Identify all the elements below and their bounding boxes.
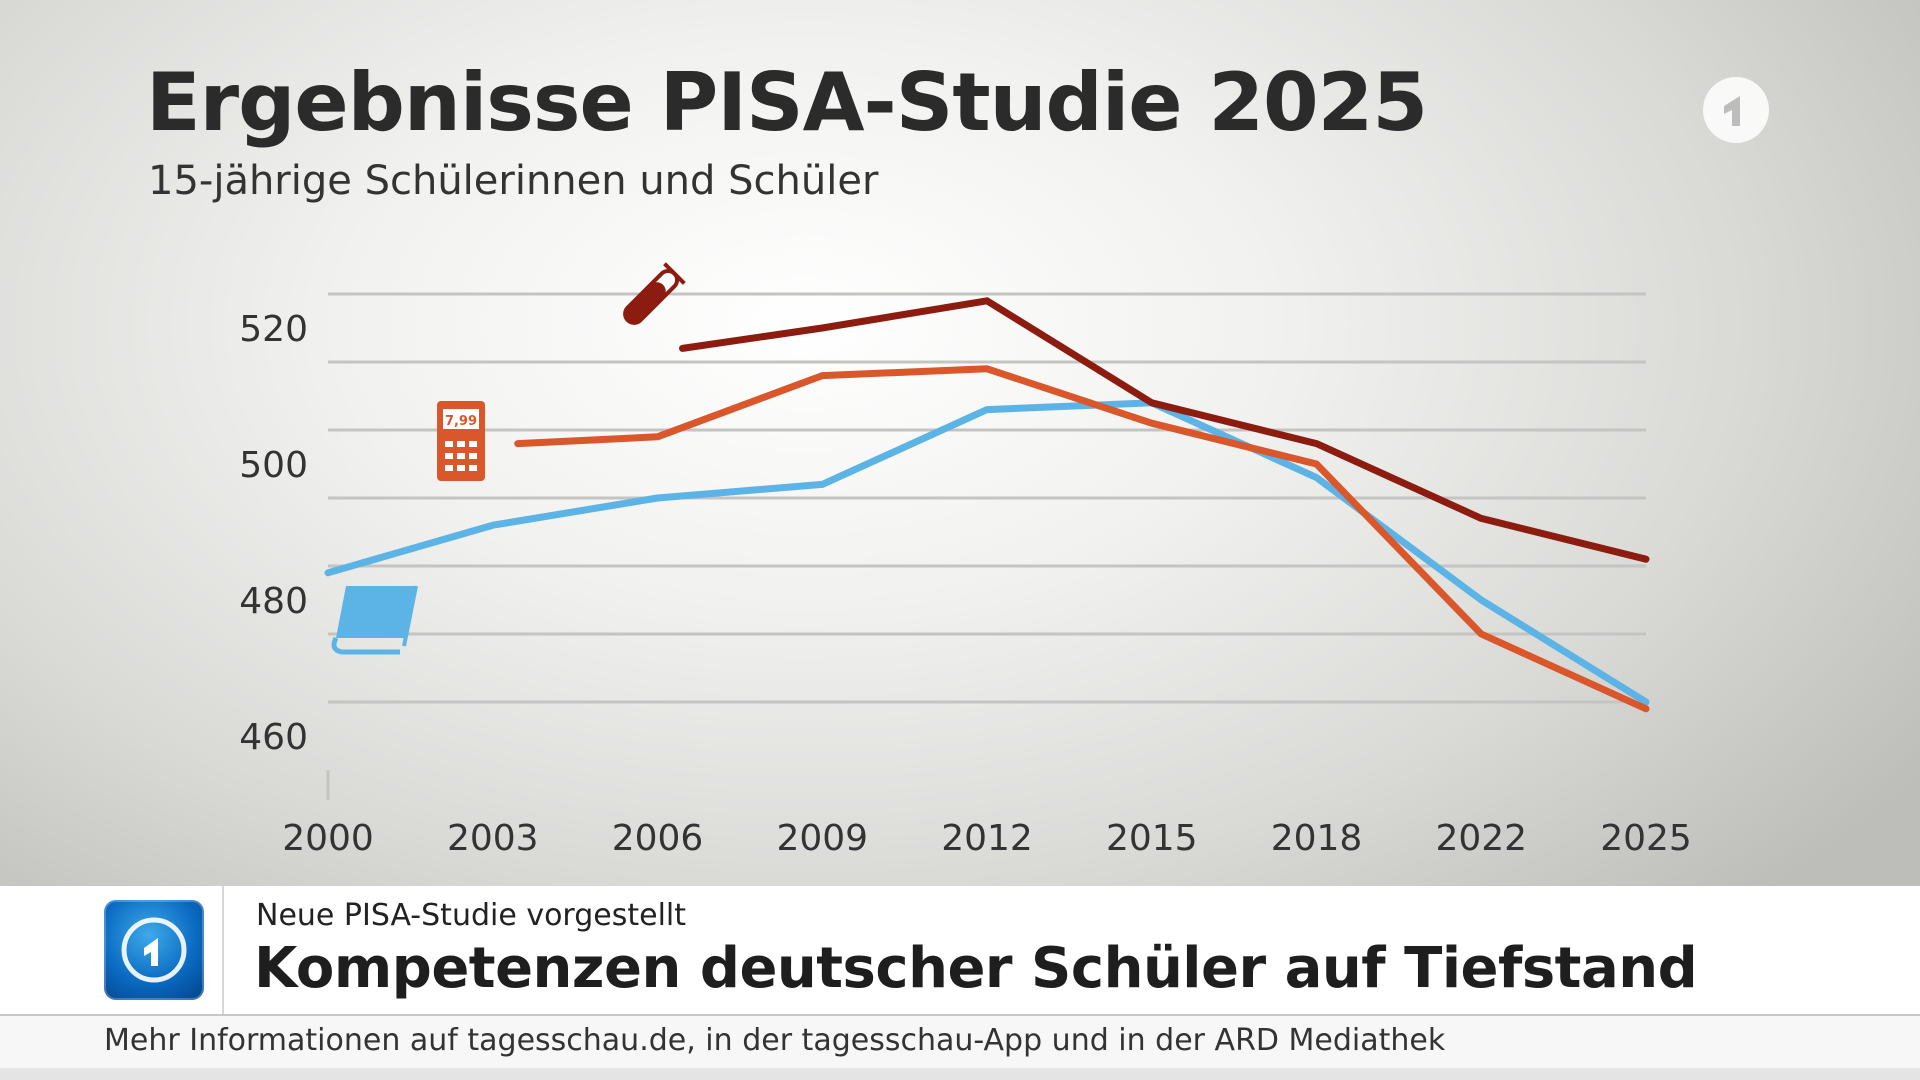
lower-third: Neue PISA-Studie vorgestellt Kompetenzen…: [0, 886, 1920, 1080]
book-icon: [331, 585, 418, 655]
chart-subtitle: 15-jährige Schülerinnen und Schüler: [148, 158, 879, 204]
x-tick-label: 2000: [282, 818, 374, 859]
test-tube-icon: [623, 262, 686, 325]
x-tick-label: 2012: [941, 818, 1033, 859]
series-line: [514, 365, 1650, 713]
lower-third-main: [0, 886, 1920, 1014]
x-tick-label: 2015: [1106, 818, 1198, 859]
ticker-divider: [0, 1014, 1920, 1016]
ard-logo-icon: [1703, 77, 1769, 143]
axis-layer: 460 480 500 520 2000 2003 2006 2009 2012 2015 2018…: [239, 309, 1692, 859]
chart-title: Ergebnisse PISA-Studie 2025: [146, 56, 1428, 149]
x-tick-label: 2022: [1435, 818, 1527, 859]
calculator-display-text: 7,99: [445, 414, 477, 429]
bottom-bar: [0, 1068, 1920, 1080]
y-tick-label: 520: [239, 309, 308, 350]
series-layer: [324, 297, 1650, 713]
tagesschau-logo-icon: [104, 900, 204, 1000]
x-tick-label: 2003: [447, 818, 539, 859]
calculator-icon: 7,99: [437, 401, 485, 481]
y-tick-label: 500: [239, 445, 308, 486]
x-tick-label: 2009: [776, 818, 868, 859]
x-tick-label: 2006: [612, 818, 704, 859]
grid-layer: [328, 292, 1646, 704]
series-line: [679, 297, 1650, 563]
lower-third-divider: [222, 886, 224, 1014]
x-tick-label: 2025: [1600, 818, 1692, 859]
news-headline: Kompetenzen deutscher Schüler auf Tiefst…: [254, 936, 1698, 1001]
news-ticker: Mehr Informationen auf tagesschau.de, in…: [104, 1023, 1446, 1058]
news-kicker: Neue PISA-Studie vorgestellt: [256, 898, 687, 933]
x-tick-label: 2018: [1271, 818, 1363, 859]
series-line: [324, 399, 1650, 706]
y-tick-label: 460: [239, 717, 308, 758]
y-tick-label: 480: [239, 581, 308, 622]
line-chart: 460 480 500 520 2000 2003 2006 2009 2012 2015 2018…: [239, 262, 1692, 859]
